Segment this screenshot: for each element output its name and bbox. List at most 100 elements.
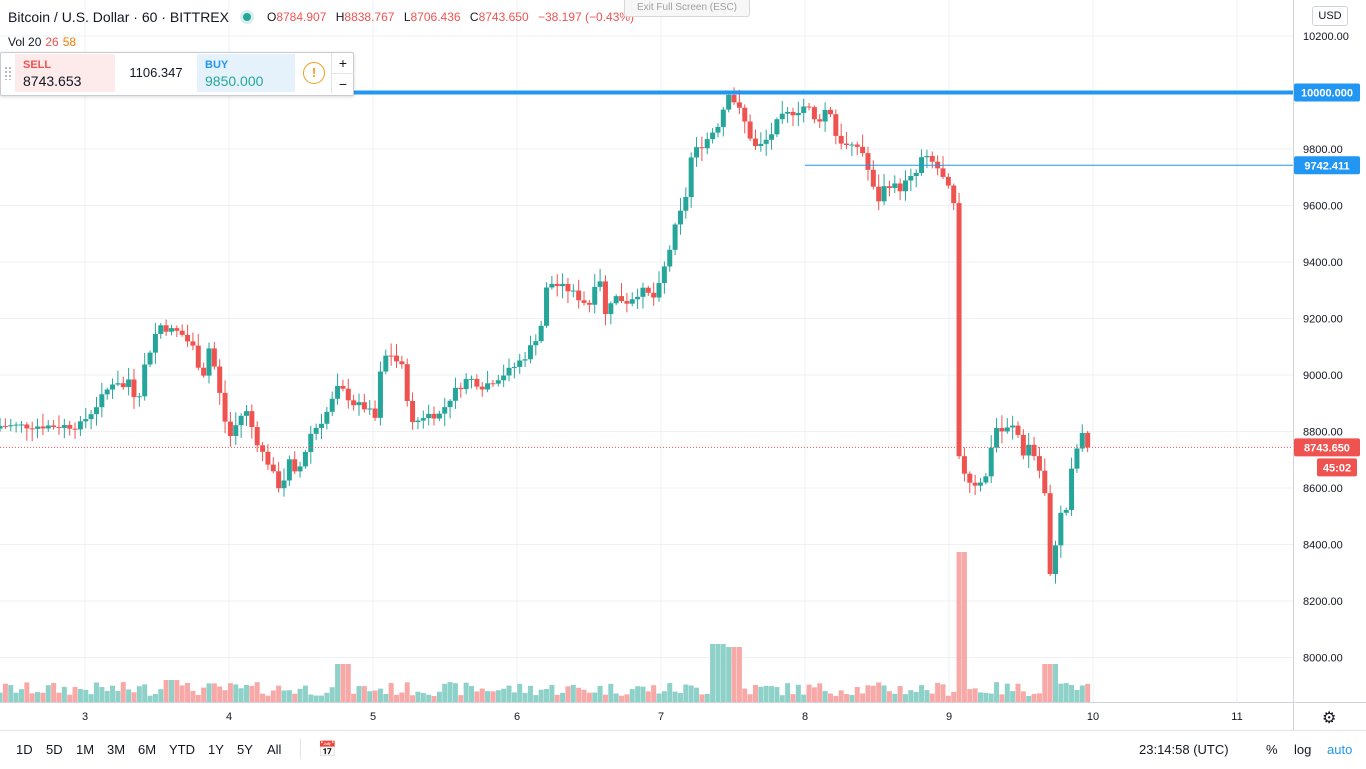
drag-handle-icon[interactable] (4, 66, 12, 80)
volume-bar (849, 695, 855, 702)
volume-bar (463, 682, 469, 702)
volume-bar (560, 692, 566, 702)
auto-toggle[interactable]: auto (1327, 742, 1353, 757)
x-tick-label: 11 (1231, 711, 1242, 723)
candle-body (881, 186, 887, 202)
range-1y-button[interactable]: 1Y (208, 742, 224, 757)
range-6m-button[interactable]: 6M (138, 742, 157, 757)
volume-bar (1015, 683, 1021, 702)
candle-body (2, 425, 8, 427)
candle-body (51, 425, 57, 428)
calendar-goto-icon[interactable]: 📅 (318, 741, 337, 758)
sell-button[interactable]: SELL 8743.653 (15, 54, 115, 92)
candle-body (731, 94, 737, 103)
range-1m-button[interactable]: 1M (76, 742, 95, 757)
candle-body (870, 169, 876, 187)
log-toggle[interactable]: log (1294, 742, 1312, 757)
candle-body (795, 112, 801, 116)
exit-fullscreen-button[interactable]: Exit Full Screen (ESC) (624, 0, 750, 17)
candle-body (308, 433, 314, 452)
volume-bar (404, 682, 410, 702)
candle-body (174, 328, 180, 331)
volume-bar (190, 690, 196, 702)
currency-button[interactable]: USD (1312, 6, 1348, 26)
utc-clock[interactable]: 23:14:58 (UTC) (1139, 742, 1229, 757)
candle-body (249, 411, 255, 428)
range-5y-button[interactable]: 5Y (237, 742, 253, 757)
candlestick-chart[interactable]: 10200.0010000.009800.009600.009400.00920… (0, 0, 1366, 730)
plus-button[interactable]: + (338, 55, 348, 71)
volume-bar (586, 692, 592, 702)
percent-toggle[interactable]: % (1266, 742, 1278, 757)
candle-body (415, 420, 421, 422)
candle-body (190, 341, 196, 346)
price-tag-current-bg (1294, 438, 1360, 457)
volume-bar (276, 685, 282, 702)
info-icon[interactable]: ! (303, 62, 325, 84)
volume-bar (736, 647, 742, 702)
settings-gear-icon[interactable]: ⚙ (1322, 710, 1337, 727)
candle-body (538, 325, 544, 342)
candle-body (163, 325, 169, 332)
volume-bar (511, 692, 517, 702)
range-3m-button[interactable]: 3M (107, 742, 126, 757)
candle-body (83, 419, 89, 422)
candle-body (1015, 425, 1021, 435)
buy-button[interactable]: BUY 9850.000 (197, 54, 295, 92)
candle-body (420, 418, 426, 421)
y-tick-label: 9800.00 (1303, 144, 1343, 156)
minus-button[interactable]: − (332, 73, 354, 94)
volume-bar (8, 685, 14, 702)
candle-body (24, 424, 30, 429)
volume-bar (929, 693, 935, 702)
candle-body (254, 427, 260, 446)
volume-bar (624, 694, 630, 702)
volume-bar (442, 683, 448, 702)
range-all-button[interactable]: All (267, 742, 282, 757)
volume-bar (1063, 683, 1069, 702)
volume-bar (517, 683, 523, 702)
symbol-header[interactable]: Bitcoin / U.S. Dollar · 60 · BITTREX O87… (8, 9, 640, 25)
candle-body (436, 413, 442, 419)
candle-body (817, 119, 823, 122)
volume-bar (710, 644, 716, 702)
volume-legend[interactable]: Vol 20 26 58 (8, 35, 77, 49)
price-axis-panel (1293, 0, 1366, 702)
candle-body (613, 296, 619, 304)
volume-bar (136, 686, 142, 702)
range-1d-button[interactable]: 1D (16, 742, 33, 757)
candle-body (994, 428, 1000, 448)
volume-bar (747, 694, 753, 702)
candle-body (581, 300, 587, 303)
candle-body (404, 364, 410, 401)
range-5d-button[interactable]: 5D (46, 742, 63, 757)
candle-body (211, 348, 217, 367)
volume-bar (544, 689, 550, 702)
volume-bar (420, 692, 426, 702)
volume-bar (758, 686, 764, 702)
y-tick-label: 9200.00 (1303, 314, 1343, 326)
range-ytd-button[interactable]: YTD (169, 742, 195, 757)
volume-bar (886, 691, 892, 702)
volume-bar (715, 644, 721, 702)
candle-body (372, 408, 378, 418)
candle-body (983, 476, 989, 483)
horizontal-lines[interactable] (0, 90, 1293, 448)
candle-body (351, 400, 357, 406)
volume-bar (313, 695, 319, 702)
volume-bar (892, 693, 898, 702)
candle-body (238, 415, 244, 426)
candle-body (115, 383, 121, 385)
candle-body (736, 102, 742, 108)
candle-body (276, 471, 282, 489)
volume-bar (769, 686, 775, 702)
volume-bar (1052, 664, 1058, 702)
candle-body (651, 292, 657, 298)
ohlc-values: O8784.907 H8838.767 L8706.436 C8743.650 … (266, 10, 635, 24)
volume-bar (790, 694, 796, 702)
y-tick-label: 8800.00 (1303, 427, 1343, 439)
volume-bar (1069, 684, 1075, 702)
candle-body (699, 147, 705, 149)
volume-bar (619, 695, 625, 702)
candle-body (683, 197, 689, 211)
